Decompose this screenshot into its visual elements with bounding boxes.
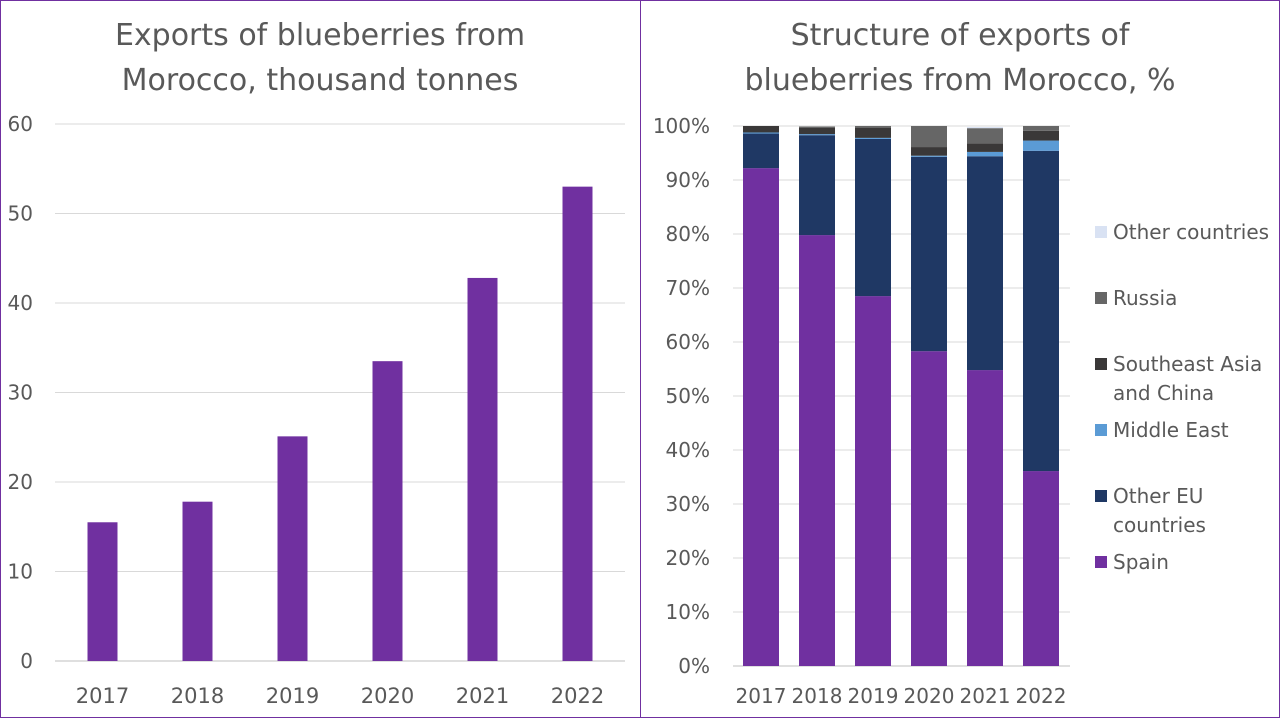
bar-segment-2020 — [911, 147, 947, 156]
bar-segment-2022 — [1023, 150, 1059, 472]
bar-segment-2021 — [967, 127, 1003, 129]
legend-swatch — [1095, 556, 1107, 568]
bar-segment-2020 — [911, 155, 947, 157]
x-tick-label: 2018 — [171, 684, 224, 708]
legend-label: Middle East — [1113, 418, 1229, 442]
x-tick-label: 2017 — [736, 684, 787, 708]
bar-2021 — [467, 277, 498, 661]
x-tick-label: 2022 — [1016, 684, 1067, 708]
bar-segment-2021 — [967, 151, 1003, 157]
bar-segment-2018 — [799, 235, 835, 666]
bar-segment-2019 — [855, 138, 891, 297]
y-tick-label: 40% — [666, 438, 710, 462]
x-tick-label: 2018 — [792, 684, 843, 708]
bar-segment-2018 — [799, 126, 835, 128]
bar-segment-2022 — [1023, 471, 1059, 666]
bar-segment-2018 — [799, 135, 835, 236]
y-tick-label: 100% — [653, 114, 710, 138]
x-tick-label: 2021 — [456, 684, 509, 708]
y-tick-label: 80% — [666, 222, 710, 246]
legend-swatch — [1095, 292, 1107, 304]
y-tick-label: 50% — [666, 384, 710, 408]
x-tick-label: 2021 — [960, 684, 1011, 708]
bar-2018 — [182, 501, 213, 661]
y-tick-label: 70% — [666, 276, 710, 300]
bar-segment-2018 — [799, 134, 835, 136]
bar-segment-2021 — [967, 370, 1003, 666]
bar-segment-2021 — [967, 156, 1003, 371]
y-tick-label: 0% — [678, 654, 710, 678]
x-tick-label: 2017 — [76, 684, 129, 708]
y-tick-label: 60 — [8, 112, 33, 136]
bar-segment-2020 — [911, 156, 947, 352]
legend-swatch — [1095, 226, 1107, 238]
chart-title-line: Morocco, thousand tonnes — [122, 63, 519, 98]
y-tick-label: 90% — [666, 168, 710, 192]
bar-segment-2017 — [743, 168, 779, 666]
y-tick-label: 30% — [666, 492, 710, 516]
bar-segment-2019 — [855, 126, 891, 128]
bar-2017 — [87, 522, 118, 661]
legend-label: and China — [1113, 381, 1214, 405]
bar-segment-2022 — [1023, 140, 1059, 151]
y-tick-label: 50 — [8, 202, 33, 226]
bar-segment-2022 — [1023, 126, 1059, 131]
bar-segment-2019 — [855, 137, 891, 139]
bar-segment-2021 — [967, 128, 1003, 144]
bar-segment-2017 — [743, 126, 779, 133]
legend-label: Russia — [1113, 286, 1177, 310]
bar-2020 — [372, 361, 403, 661]
y-tick-label: 20% — [666, 546, 710, 570]
bar-segment-2018 — [799, 127, 835, 135]
legend-swatch — [1095, 424, 1107, 436]
y-tick-label: 30 — [8, 381, 33, 405]
bar-2022 — [562, 186, 593, 661]
bar-segment-2019 — [855, 127, 891, 138]
bar-segment-2017 — [743, 133, 779, 169]
bar-segment-2020 — [911, 351, 947, 666]
y-tick-label: 0 — [20, 649, 33, 673]
y-tick-label: 20 — [8, 470, 33, 494]
y-tick-label: 60% — [666, 330, 710, 354]
legend-swatch — [1095, 358, 1107, 370]
bar-2019 — [277, 436, 308, 661]
bar-segment-2017 — [743, 132, 779, 134]
y-tick-label: 10% — [666, 600, 710, 624]
y-tick-label: 40 — [8, 291, 33, 315]
legend-label: Other EU — [1113, 484, 1203, 508]
chart-title-line: Structure of exports of — [791, 18, 1131, 53]
bar-segment-2020 — [911, 126, 947, 148]
bar-segment-2021 — [967, 143, 1003, 152]
x-tick-label: 2020 — [904, 684, 955, 708]
x-tick-label: 2022 — [551, 684, 604, 708]
legend-label: Southeast Asia — [1113, 352, 1262, 376]
legend-label: Other countries — [1113, 220, 1269, 244]
y-tick-label: 10 — [8, 560, 33, 584]
legend-label: Spain — [1113, 550, 1169, 574]
bar-segment-2022 — [1023, 130, 1059, 141]
x-tick-label: 2019 — [266, 684, 319, 708]
legend-label: countries — [1113, 513, 1206, 537]
chart-title-line: blueberries from Morocco, % — [745, 63, 1176, 98]
x-tick-label: 2020 — [361, 684, 414, 708]
x-tick-label: 2019 — [848, 684, 899, 708]
legend-swatch — [1095, 490, 1107, 502]
bar-segment-2019 — [855, 296, 891, 666]
chart-title-line: Exports of blueberries from — [115, 18, 525, 53]
